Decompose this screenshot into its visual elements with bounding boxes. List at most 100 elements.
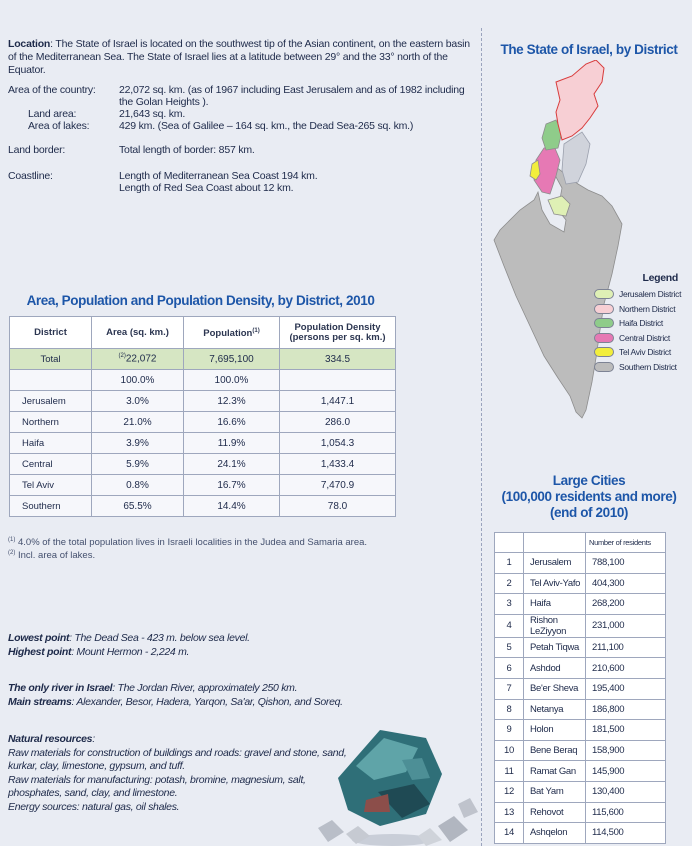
header-area: Area (sq. km.) — [91, 316, 184, 349]
total-density: 334.5 — [279, 348, 396, 370]
header-population: Population(1) — [183, 316, 280, 349]
district-population-share: 24.1% — [183, 453, 280, 475]
district-row: Southern 65.5% 14.4% 78.0 — [9, 495, 396, 517]
city-residents: 115,600 — [585, 801, 666, 824]
right-column: The State of Israel, by District Legend … — [486, 0, 692, 846]
map-legend: Legend Jerusalem District Northern Distri… — [594, 272, 692, 374]
district-area-share: 5.9% — [91, 453, 184, 475]
city-name: Rehovot — [523, 801, 586, 824]
district-density: 1,054.3 — [279, 432, 396, 454]
district-row: Central 5.9% 24.1% 1,433.4 — [9, 453, 396, 475]
city-name: Petah Tiqwa — [523, 636, 586, 659]
resource-line: Raw materials for construction of buildi… — [8, 746, 347, 773]
city-name: Be'er Sheva — [523, 677, 586, 700]
cities-title-line-1: Large Cities — [552, 473, 626, 488]
city-name: Bene Beraq — [523, 739, 586, 762]
highest-point: Highest point: Mount Hermon - 2,224 m. — [8, 646, 348, 660]
header-density: Population Density (persons per sq. km.) — [279, 316, 396, 349]
fact-label: Land border: — [8, 144, 66, 156]
district-population-share: 16.6% — [183, 411, 280, 433]
legend-label: Northern District — [619, 303, 676, 314]
cities-header-empty-rank — [494, 532, 524, 553]
lowest-point-text: : The Dead Sea - 423 m. below sea level. — [69, 632, 250, 644]
column-divider — [481, 28, 482, 846]
district-name: Tel Aviv — [9, 474, 92, 496]
river-text: : The Jordan River, approximately 250 km… — [112, 682, 298, 694]
city-residents: 195,400 — [585, 677, 666, 700]
river: The only river in Israel: The Jordan Riv… — [8, 682, 348, 696]
fact-row: Coastline: Length of Mediterranean Sea Co… — [8, 170, 473, 182]
highest-point-label: Highest point — [8, 645, 72, 658]
resource-line: Raw materials for manufacturing: potash,… — [8, 773, 306, 800]
jerusalem-district-area — [547, 195, 571, 217]
location-label: Location — [8, 38, 51, 50]
city-name: Rishon LeZiyyon — [523, 613, 586, 638]
location-text: : The State of Israel is located on the … — [8, 38, 470, 76]
footnote-mark: (1) — [8, 537, 16, 543]
legend-label: Tel Aviv District — [619, 347, 671, 358]
natural-resources-colon: : — [92, 733, 95, 745]
map-title: The State of Israel, by District — [500, 42, 678, 57]
total-area-value: 22,072 — [125, 353, 157, 365]
district-name: Central — [9, 453, 92, 475]
elevation-block: Lowest point: The Dead Sea - 423 m. belo… — [8, 632, 348, 659]
west-bank-area — [561, 131, 591, 185]
district-density: 78.0 — [279, 495, 396, 517]
city-row: 12 Bat Yam 130,400 — [494, 780, 666, 803]
city-residents: 186,800 — [585, 698, 666, 721]
resource-line: Energy sources: natural gas, oil shales. — [8, 800, 180, 813]
district-row: Northern 21.0% 16.6% 286.0 — [9, 411, 396, 433]
city-name: Haifa — [523, 593, 586, 615]
israel-district-map — [493, 60, 623, 419]
city-rank: 4 — [494, 613, 524, 638]
header-population-label: Population — [203, 328, 253, 340]
fact-value: 429 km. (Sea of Galilee – 164 sq. km., t… — [119, 120, 414, 132]
total-label: Total — [9, 348, 92, 370]
district-table-body: Total (2)22,072 7,695,100 334.5 100.0% 1… — [9, 348, 396, 517]
lowest-point-label: Lowest point — [8, 632, 70, 644]
location-paragraph: Location: The State of Israel is located… — [8, 38, 470, 77]
city-name: Jerusalem — [523, 552, 586, 574]
district-population-share: 14.4% — [183, 495, 280, 517]
percent-population: 100.0% — [183, 369, 280, 391]
legend-label: Jerusalem District — [619, 289, 682, 300]
district-table-title: Area, Population and Population Density,… — [26, 293, 375, 308]
district-area-share: 3.0% — [91, 390, 184, 412]
cities-header-empty-name — [523, 532, 586, 553]
district-population-share: 16.7% — [183, 474, 280, 496]
cities-table: Number of residents 1 Jerusalem 788,100 2 Te… — [494, 532, 666, 844]
natural-resources-block: Natural resources: Raw materials for con… — [8, 733, 348, 814]
city-rank: 5 — [494, 636, 524, 659]
city-name: Bat Yam — [523, 780, 586, 803]
district-area-share: 21.0% — [91, 411, 184, 433]
cities-header-residents: Number of residents — [585, 532, 666, 553]
district-name: Northern — [9, 411, 92, 433]
district-area-share: 65.5% — [91, 495, 184, 517]
legend-item: Tel Aviv District — [594, 345, 692, 360]
cities-title: Large Cities (100,000 residents and more… — [486, 473, 692, 521]
legend-swatch — [594, 289, 614, 300]
district-area-share: 0.8% — [91, 474, 184, 496]
city-name: Ramat Gan — [523, 760, 586, 782]
natural-resources-label: Natural resources — [8, 733, 93, 745]
city-row: 10 Bene Beraq 158,900 — [494, 739, 666, 762]
city-row: 13 Rehovot 115,600 — [494, 801, 666, 824]
city-residents: 158,900 — [585, 739, 666, 762]
city-rank: 10 — [494, 739, 524, 762]
district-name: Jerusalem — [9, 390, 92, 412]
district-table-header: District Area (sq. km.) Population(1) Po… — [9, 316, 396, 349]
fact-row: Length of Red Sea Coast about 12 km. — [8, 182, 473, 194]
southern-district-area — [493, 155, 623, 419]
fact-label: Coastline: — [8, 170, 53, 182]
cities-table-body: 1 Jerusalem 788,100 2 Tel Aviv-Yafo 404,300 3 H… — [494, 552, 666, 844]
highest-point-text: : Mount Hermon - 2,224 m. — [71, 645, 190, 658]
legend-swatch — [594, 332, 614, 343]
city-residents: 211,100 — [585, 636, 666, 659]
district-density: 286.0 — [279, 411, 396, 433]
legend-label: Southern District — [619, 361, 677, 372]
legend-swatch — [594, 303, 614, 314]
footnote-text: Incl. area of lakes. — [15, 550, 96, 562]
fact-value: 22,072 sq. km. (as of 1967 including Eas… — [119, 84, 465, 108]
streams-label: Main streams — [8, 695, 72, 708]
footnote: (2) Incl. area of lakes. — [8, 548, 367, 561]
